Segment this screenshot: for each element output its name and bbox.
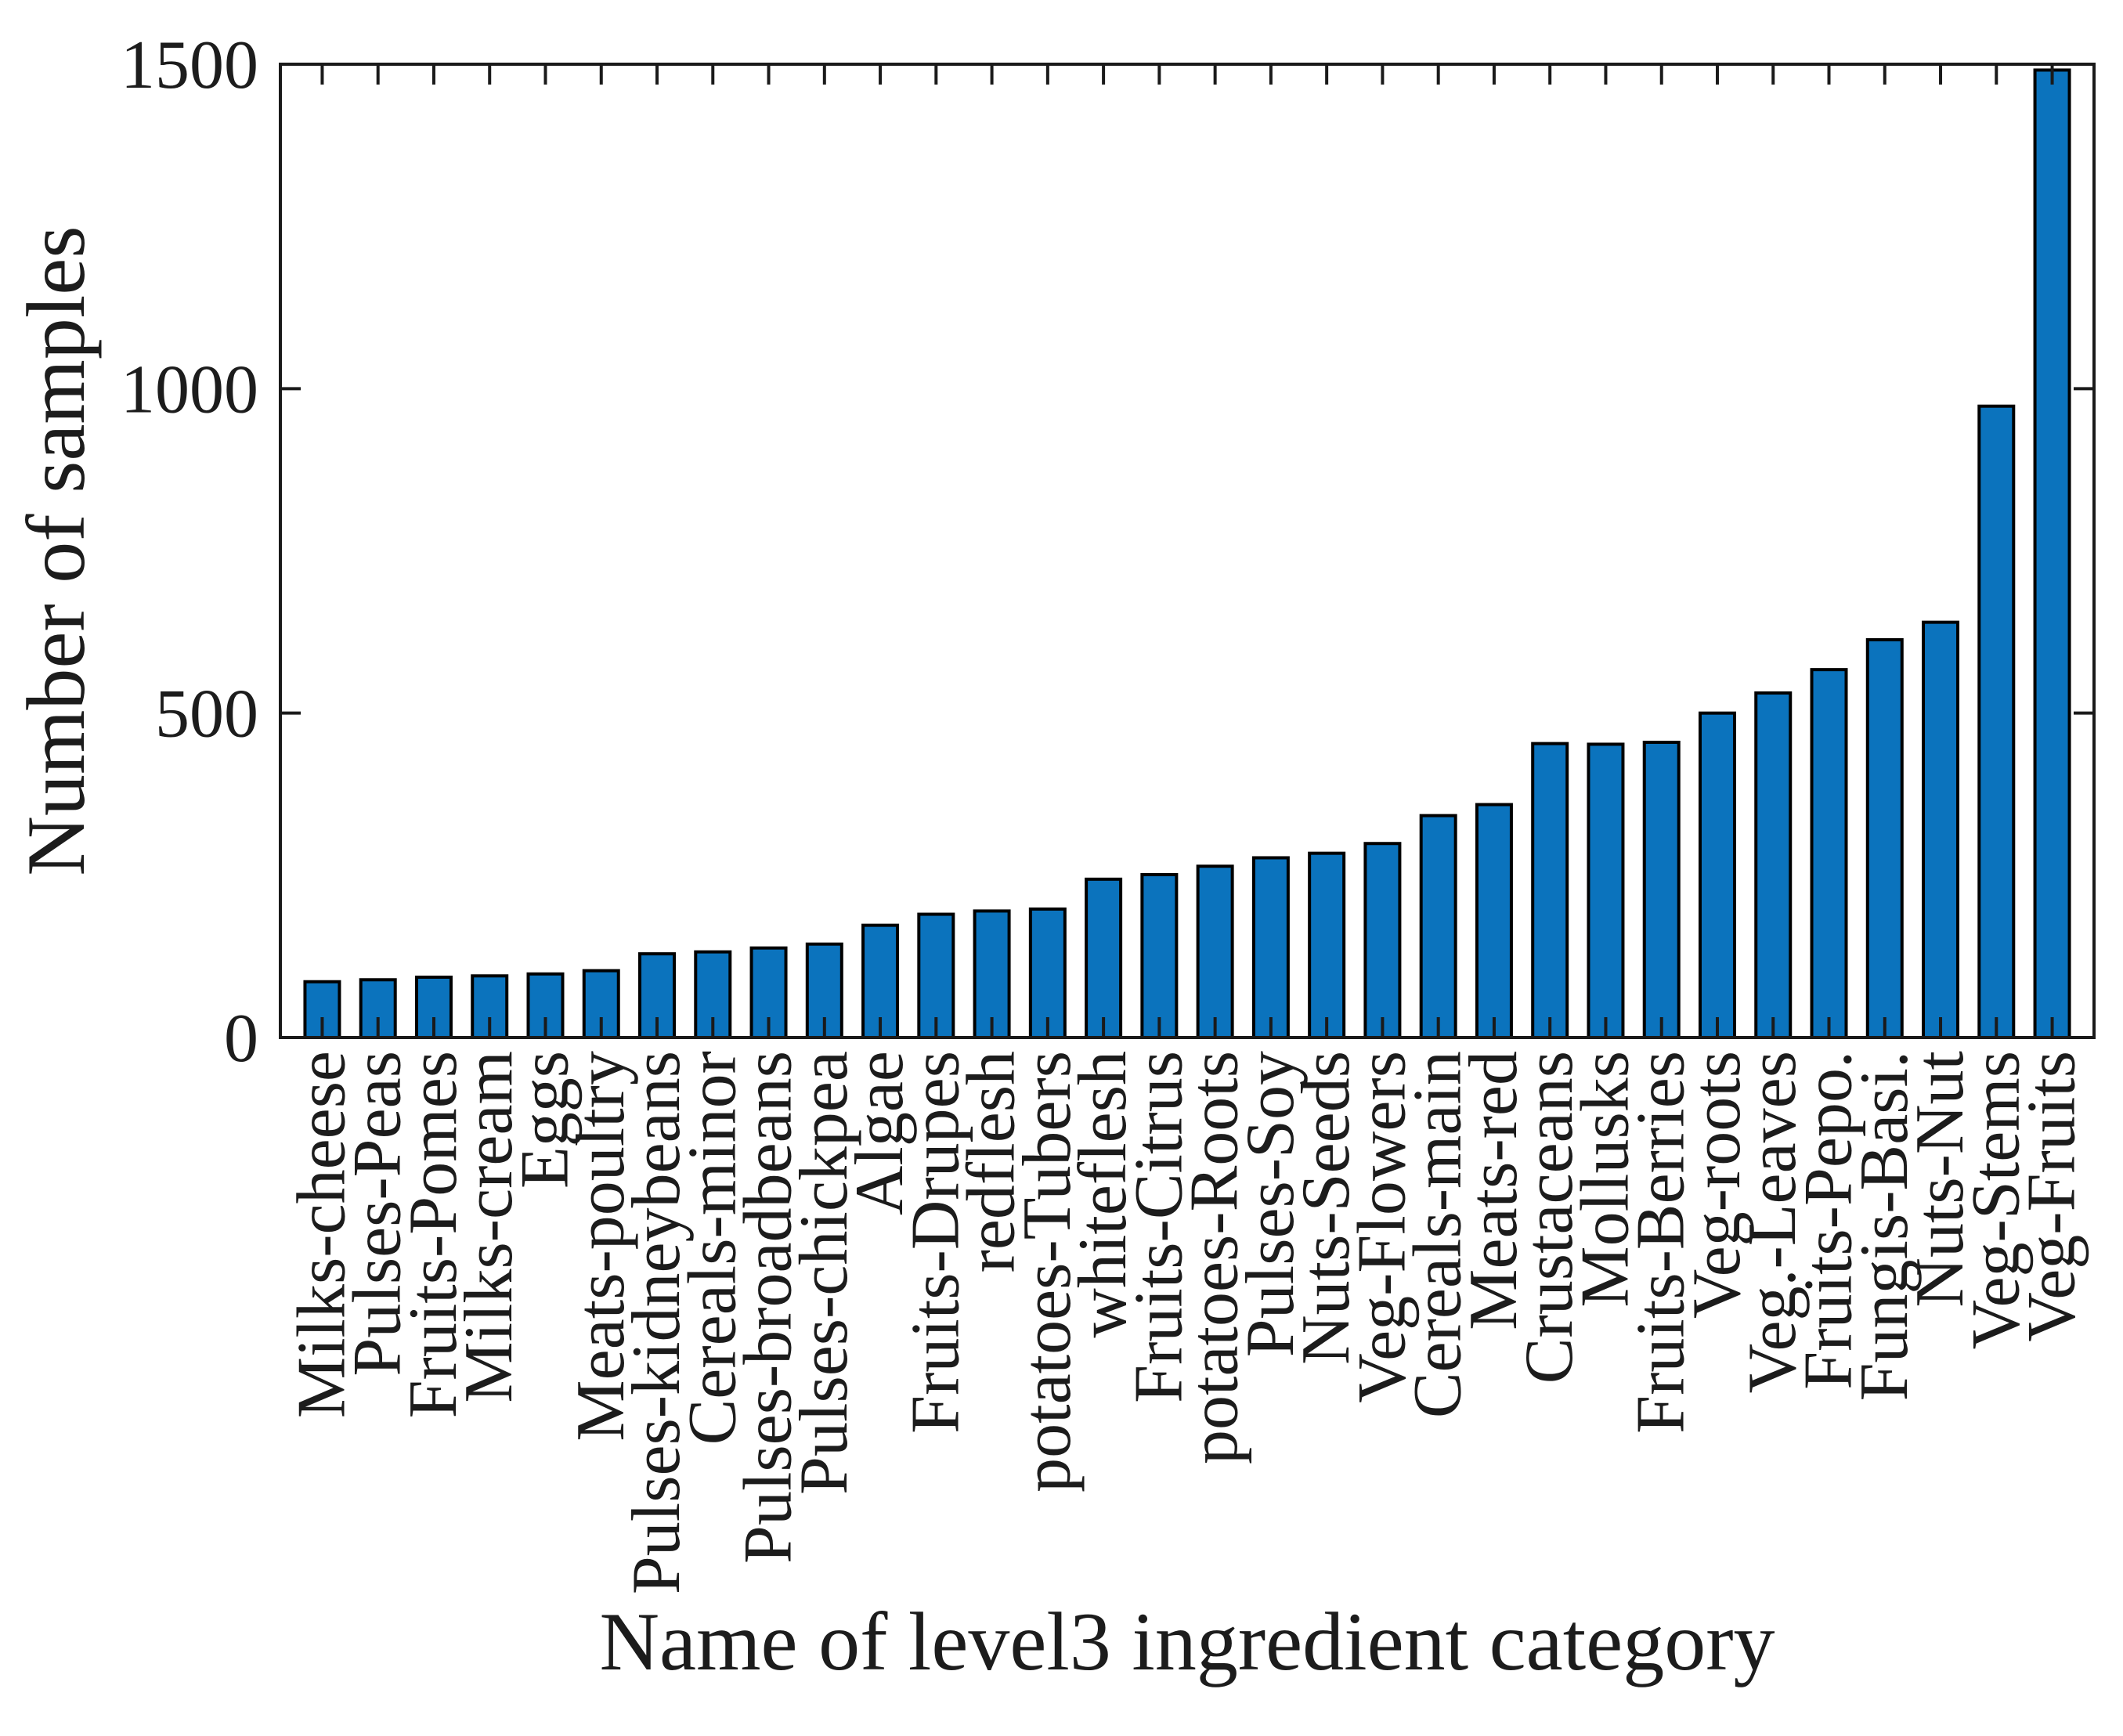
x-tick-label-Veg-roots: Veg-roots xyxy=(1679,1051,1755,1319)
x-tick-label-Nuts-Seeds: Nuts-Seeds xyxy=(1288,1051,1364,1365)
x-tick-label-Pulses-broadbeans: Pulses-broadbeans xyxy=(731,1051,807,1564)
tick-marks-layer xyxy=(280,63,2094,1039)
bar-Veg-Flowers xyxy=(1363,842,1402,1039)
bar-Veg-Fruits xyxy=(2033,68,2071,1039)
x-tick-label-Milks-cheese: Milks-cheese xyxy=(283,1051,359,1418)
x-tick-label-Fungis-Basi.: Fungis-Basi. xyxy=(1847,1051,1923,1401)
bar-Veg-roots xyxy=(1698,711,1736,1040)
x-tick-label-Eggs: Eggs xyxy=(507,1051,583,1189)
y-tick-label-500: 500 xyxy=(155,677,258,753)
y-axis-title: Number of samples xyxy=(10,226,102,875)
x-tick-label-Veg-Stems: Veg-Stems xyxy=(1958,1051,2034,1349)
bar-Fungis-Basi. xyxy=(1865,638,1904,1039)
x-axis-title: Name of level3 ingredient category xyxy=(599,1596,1775,1687)
bar-Fruits-Citrus xyxy=(1140,873,1179,1039)
x-tick-label-Pulses-Peas: Pulses-Peas xyxy=(340,1051,416,1377)
bar-potatoes-Roots xyxy=(1196,864,1234,1040)
x-tick-label-Mollusks: Mollusks xyxy=(1567,1051,1643,1308)
x-tick-label-redflesh: redflesh xyxy=(954,1051,1030,1272)
x-tick-label-Crustaceans: Crustaceans xyxy=(1511,1051,1587,1384)
x-tick-label-Pulses-kidneybeans: Pulses-kidneybeans xyxy=(619,1051,695,1594)
plot-frame xyxy=(279,63,2096,1039)
bars-layer xyxy=(303,68,2071,1040)
x-tick-label-Cereals-main: Cereals-main xyxy=(1400,1051,1476,1418)
x-tick-label-Milks-cream: Milks-cream xyxy=(451,1051,527,1403)
x-tick-labels: Milks-cheesePulses-PeasFruits-PomesMilks… xyxy=(283,1051,2089,1594)
y-tick-label-1500: 1500 xyxy=(121,27,258,103)
y-tick-label-1000: 1000 xyxy=(121,352,258,428)
bar-Meats-red xyxy=(1475,803,1513,1039)
x-tick-label-potatoes-Roots: potatoes-Roots xyxy=(1177,1051,1253,1464)
x-tick-label-Cereals-minor: Cereals-minor xyxy=(674,1051,750,1445)
x-tick-label-Fruits-Citrus: Fruits-Citrus xyxy=(1121,1051,1197,1403)
x-tick-label-Fruits-Pomes: Fruits-Pomes xyxy=(395,1051,471,1418)
x-tick-label-Pulses-chickpea: Pulses-chickpea xyxy=(786,1051,862,1495)
x-tick-label-Pulses-Soy: Pulses-Soy xyxy=(1233,1051,1309,1357)
bar-Pulses-Soy xyxy=(1251,856,1290,1040)
bar-Veg-Stems xyxy=(1977,404,2016,1039)
x-tick-label-Fruits-Drupes: Fruits-Drupes xyxy=(897,1051,973,1434)
bar-Fruits-Pepo. xyxy=(1810,668,1848,1039)
x-tick-label-Algae: Algae xyxy=(842,1051,918,1215)
x-tick-label-Veg-Fruits: Veg-Fruits xyxy=(2014,1051,2090,1342)
bar-Nuts-Nut xyxy=(1922,620,1960,1039)
bar-Fruits-Berries xyxy=(1642,740,1681,1039)
y-tick-label-0: 0 xyxy=(224,1001,258,1077)
x-tick-label-Veg-Flowers: Veg-Flowers xyxy=(1344,1051,1420,1403)
x-tick-label-Meats-red: Meats-red xyxy=(1456,1051,1532,1330)
x-tick-label-Meats-poultry: Meats-poultry xyxy=(563,1051,639,1442)
x-tick-label-Fruits-Pepo.: Fruits-Pepo. xyxy=(1791,1051,1867,1390)
bar-Crustaceans xyxy=(1531,742,1569,1039)
x-tick-label-Veg.-Leaves: Veg.-Leaves xyxy=(1735,1051,1811,1393)
x-tick-label-potatoes-Tubers: potatoes-Tubers xyxy=(1009,1051,1085,1492)
bar-Mollusks xyxy=(1587,742,1625,1040)
bar-Nuts-Seeds xyxy=(1308,851,1346,1040)
x-tick-label-whiteflesh: whiteflesh xyxy=(1065,1051,1141,1338)
bar-Veg.-Leaves xyxy=(1754,691,1793,1040)
bar-whiteflesh xyxy=(1085,877,1123,1039)
x-tick-label-Fruits-Berries: Fruits-Berries xyxy=(1623,1051,1699,1434)
x-tick-label-Nuts-Nut: Nuts-Nut xyxy=(1902,1051,1978,1308)
y-tick-labels: 0 500 1000 1500 xyxy=(121,27,258,1077)
bar-Cereals-main xyxy=(1419,814,1457,1039)
plot-frame-layer xyxy=(279,63,2096,1039)
